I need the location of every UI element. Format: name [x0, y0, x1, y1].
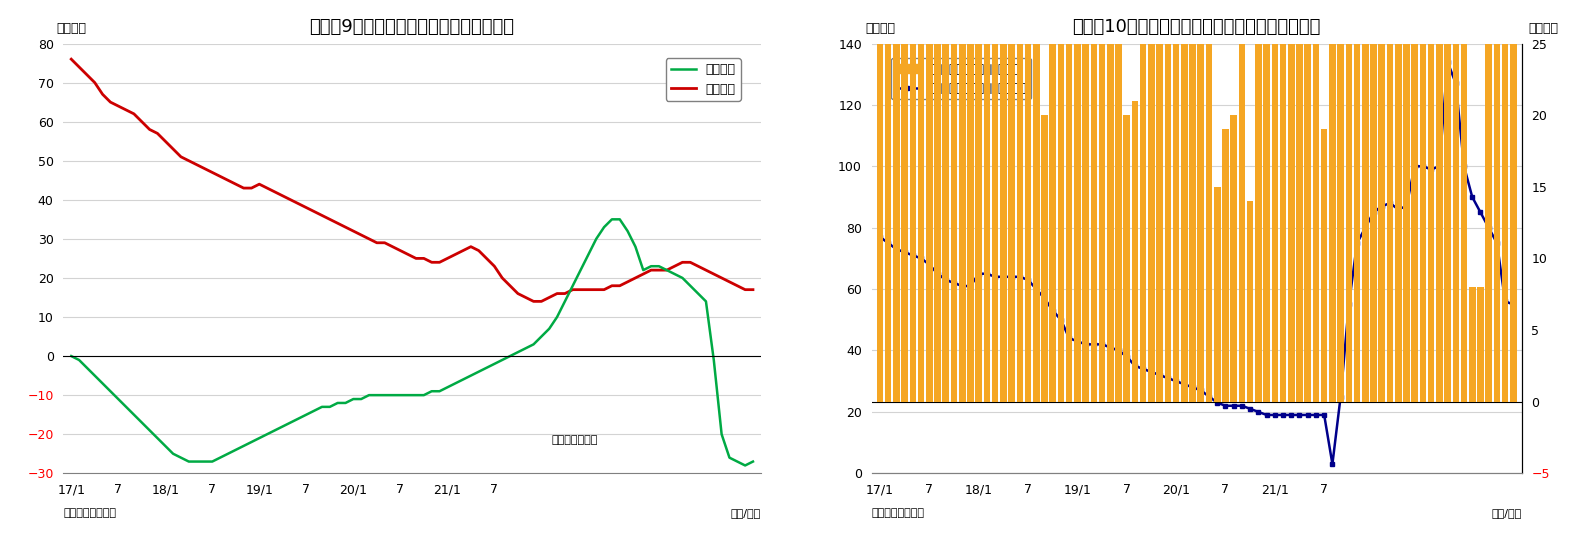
Bar: [1387, 0, 1393, 401]
Bar: [1411, 0, 1419, 401]
Bar: [892, 0, 900, 401]
Legend: 季節調整済み前月差（右軸）, マネタリーベース末残の前年差: 季節調整済み前月差（右軸）, マネタリーベース末残の前年差: [891, 58, 1032, 100]
Bar: [1189, 0, 1195, 401]
Bar: [1289, 15, 1295, 401]
Bar: [1157, 0, 1163, 401]
Bar: [1403, 0, 1409, 401]
Bar: [1511, 0, 1517, 401]
Bar: [1181, 0, 1187, 401]
Bar: [877, 0, 883, 401]
Bar: [1116, 29, 1122, 401]
Bar: [1420, 0, 1426, 401]
Bar: [1371, 0, 1377, 401]
Bar: [884, 0, 891, 401]
Bar: [1025, 0, 1032, 401]
Bar: [1140, 0, 1146, 401]
Bar: [1395, 0, 1401, 401]
Bar: [1330, 0, 1336, 401]
Bar: [1477, 287, 1484, 401]
Title: （図表10）マネタリーベース残高と前月比の推移: （図表10）マネタリーベース残高と前月比の推移: [1073, 18, 1320, 36]
Bar: [959, 0, 965, 401]
Bar: [1428, 0, 1434, 401]
Bar: [1362, 0, 1368, 401]
Bar: [1452, 0, 1460, 401]
Bar: [1000, 0, 1006, 401]
Bar: [1230, 115, 1236, 401]
Bar: [1436, 0, 1442, 401]
Bar: [918, 0, 924, 401]
Bar: [1148, 0, 1155, 401]
Bar: [1247, 201, 1254, 401]
Bar: [1008, 0, 1014, 401]
Bar: [975, 1, 983, 401]
Bar: [951, 0, 957, 401]
Bar: [1165, 44, 1171, 401]
Bar: [1297, 0, 1303, 401]
Text: （兆円）: （兆円）: [57, 22, 87, 35]
Bar: [1083, 1, 1089, 401]
Text: （年/月）: （年/月）: [1491, 508, 1522, 518]
Bar: [1461, 0, 1468, 401]
Bar: [1503, 0, 1509, 401]
Bar: [1238, 0, 1246, 401]
Bar: [992, 0, 999, 401]
Bar: [1354, 0, 1360, 401]
Bar: [1106, 15, 1114, 401]
Bar: [910, 0, 916, 401]
Bar: [1493, 0, 1501, 401]
Bar: [1049, 0, 1056, 401]
Title: （図表9）日銀国債保有残高の前年比増減: （図表9）日銀国債保有残高の前年比増減: [309, 18, 515, 36]
Text: （資料）日本銀行: （資料）日本銀行: [872, 508, 924, 518]
Text: （兆円）: （兆円）: [1528, 22, 1558, 35]
Bar: [1214, 187, 1220, 401]
Bar: [1098, 0, 1105, 401]
Bar: [1263, 0, 1270, 401]
Bar: [902, 0, 908, 401]
Bar: [1090, 0, 1097, 401]
Bar: [1016, 0, 1022, 401]
Text: （月末ベース）: （月末ベース）: [552, 435, 598, 445]
Bar: [967, 29, 973, 401]
Bar: [1379, 0, 1385, 401]
Bar: [1132, 101, 1138, 401]
Bar: [1320, 129, 1328, 401]
Bar: [1279, 0, 1287, 401]
Bar: [934, 0, 941, 401]
Legend: 短期国債, 長期国債: 短期国債, 長期国債: [666, 58, 740, 101]
Bar: [1444, 0, 1450, 401]
Bar: [1124, 115, 1130, 401]
Bar: [1033, 0, 1040, 401]
Bar: [1485, 0, 1491, 401]
Bar: [1222, 129, 1228, 401]
Text: （兆円）: （兆円）: [865, 22, 896, 35]
Text: （資料）日本銀行: （資料）日本銀行: [63, 508, 116, 518]
Bar: [926, 15, 932, 401]
Bar: [1338, 0, 1344, 401]
Bar: [1469, 287, 1476, 401]
Bar: [1173, 44, 1179, 401]
Bar: [984, 0, 991, 401]
Bar: [1075, 1, 1081, 401]
Bar: [1206, 0, 1213, 401]
Bar: [1304, 0, 1311, 401]
Bar: [1198, 0, 1205, 401]
Bar: [1312, 0, 1319, 401]
Bar: [1041, 115, 1048, 401]
Bar: [1271, 0, 1278, 401]
Bar: [943, 0, 949, 401]
Bar: [1065, 0, 1073, 401]
Bar: [1255, 0, 1262, 401]
Text: （年/月）: （年/月）: [731, 508, 761, 518]
Bar: [1057, 0, 1064, 401]
Bar: [1346, 0, 1352, 401]
